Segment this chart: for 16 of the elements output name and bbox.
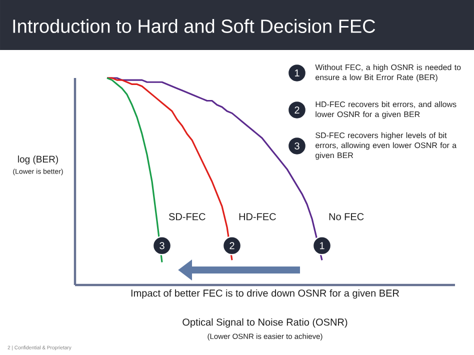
series-label: HD-FEC (239, 213, 276, 220)
annotation: SD-FEC recovers higher levels of bit errors, allowing even lower OSNR for a given BER (316, 132, 457, 160)
chart-title: Introduction to Hard and Soft Decision FEC (13, 19, 376, 33)
text: Impact of better FEC is to drive down OSNR for a given BER (131, 289, 399, 299)
x-axis-title: Optical Signal to Noise Ratio (OSNR) (182, 318, 348, 328)
annotation: 2 (230, 242, 234, 250)
annotation: 1 (320, 242, 324, 250)
text: 2 (294, 106, 300, 114)
annotation: 3 (160, 242, 164, 250)
annotation: Without FEC, a high OSNR is needed to ensure a low Bit Error Rate (BER) (315, 64, 461, 82)
text: 3 (294, 142, 300, 150)
series-label: No FEC (329, 213, 364, 220)
text: 1 (294, 70, 300, 76)
y-axis-title: log (BER) (18, 156, 58, 164)
series-label: SD-FEC (168, 213, 206, 220)
annotation: HD-FEC recovers bit errors, and allows lower OSNR for a given BER (316, 101, 456, 119)
